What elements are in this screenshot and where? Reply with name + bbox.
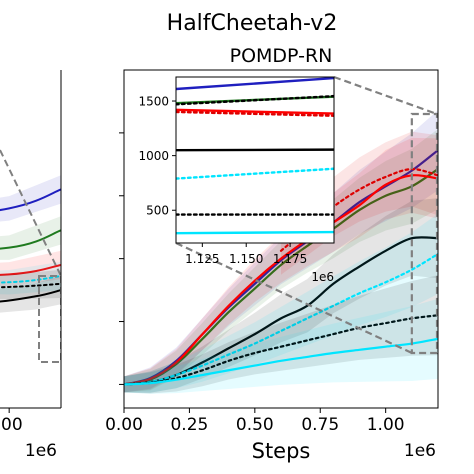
left-band-5: [0, 269, 61, 300]
right-x-tick-label: 0.75: [301, 415, 339, 435]
right-x-tick-label: 0.50: [236, 415, 274, 435]
inset-x-tick-label: 1.125: [185, 252, 219, 266]
inset-series-5: [176, 148, 334, 152]
right-series-0: [124, 149, 438, 386]
right-band-1: [124, 129, 438, 393]
left-series-5: [0, 282, 61, 289]
inset-x-tick-label: 1.150: [229, 252, 263, 266]
left-band-1: [0, 216, 61, 260]
right-panel-title: POMDP-RN: [230, 45, 333, 67]
left-series-2: [0, 263, 61, 276]
inset-x-offset-label: 1e6: [311, 270, 334, 284]
right-axes-frame: [123, 69, 439, 409]
right-band-7: [124, 298, 438, 394]
zoom-connector-lines: [175, 75, 438, 354]
left-x-tick-label: .00: [0, 415, 23, 435]
inset-series-2: [176, 94, 334, 106]
inset-plot-area: [176, 77, 334, 235]
left-band-0: [0, 175, 61, 222]
inset-series-3: [176, 108, 334, 115]
figure-suptitle: HalfCheetah-v2: [167, 11, 338, 36]
right-band-2: [124, 137, 438, 393]
right-band-6: [124, 275, 438, 394]
right-band-5: [124, 213, 438, 393]
left-x-offset-label: 1e6: [25, 441, 57, 461]
right-band-4: [124, 198, 438, 393]
right-series-7: [124, 337, 438, 386]
right-x-tick-label: 1.00: [367, 415, 405, 435]
right-x-offset-label: 1e6: [404, 441, 436, 461]
right-series-6: [124, 314, 438, 386]
inset-series-6: [176, 167, 334, 180]
right-series-5: [124, 252, 438, 386]
inset-series-8: [176, 230, 334, 235]
left-series-3: [0, 274, 61, 284]
inset-y-tick-label: 1500: [138, 95, 169, 109]
left-series-4: [0, 289, 61, 303]
right-x-tick-label: 0.00: [105, 415, 143, 435]
right-x-axis-label: Steps: [252, 439, 311, 463]
left-series-1: [0, 229, 61, 250]
left-zoom-box: [38, 275, 61, 363]
inset-panel: 500 1000 1500 1.125 1.150 1.175 1e6: [138, 76, 335, 284]
inset-frame: [175, 76, 335, 244]
inset-series-0: [176, 77, 334, 91]
left-series-0: [0, 188, 61, 212]
inset-y-tick-label: 1000: [138, 149, 169, 163]
left-zoom-connector: [0, 149, 61, 277]
left-plot-area: [0, 149, 61, 363]
inset-y-tick-label: 500: [146, 204, 169, 218]
right-series-1: [124, 168, 438, 386]
right-zoom-box: [410, 112, 439, 355]
inset-series-4: [176, 110, 334, 117]
zoom-connector-top: [333, 75, 438, 116]
inset-x-tick-label: 1.175: [273, 252, 307, 266]
right-series-2: [124, 174, 438, 386]
right-x-tick-label: 0.25: [170, 415, 208, 435]
